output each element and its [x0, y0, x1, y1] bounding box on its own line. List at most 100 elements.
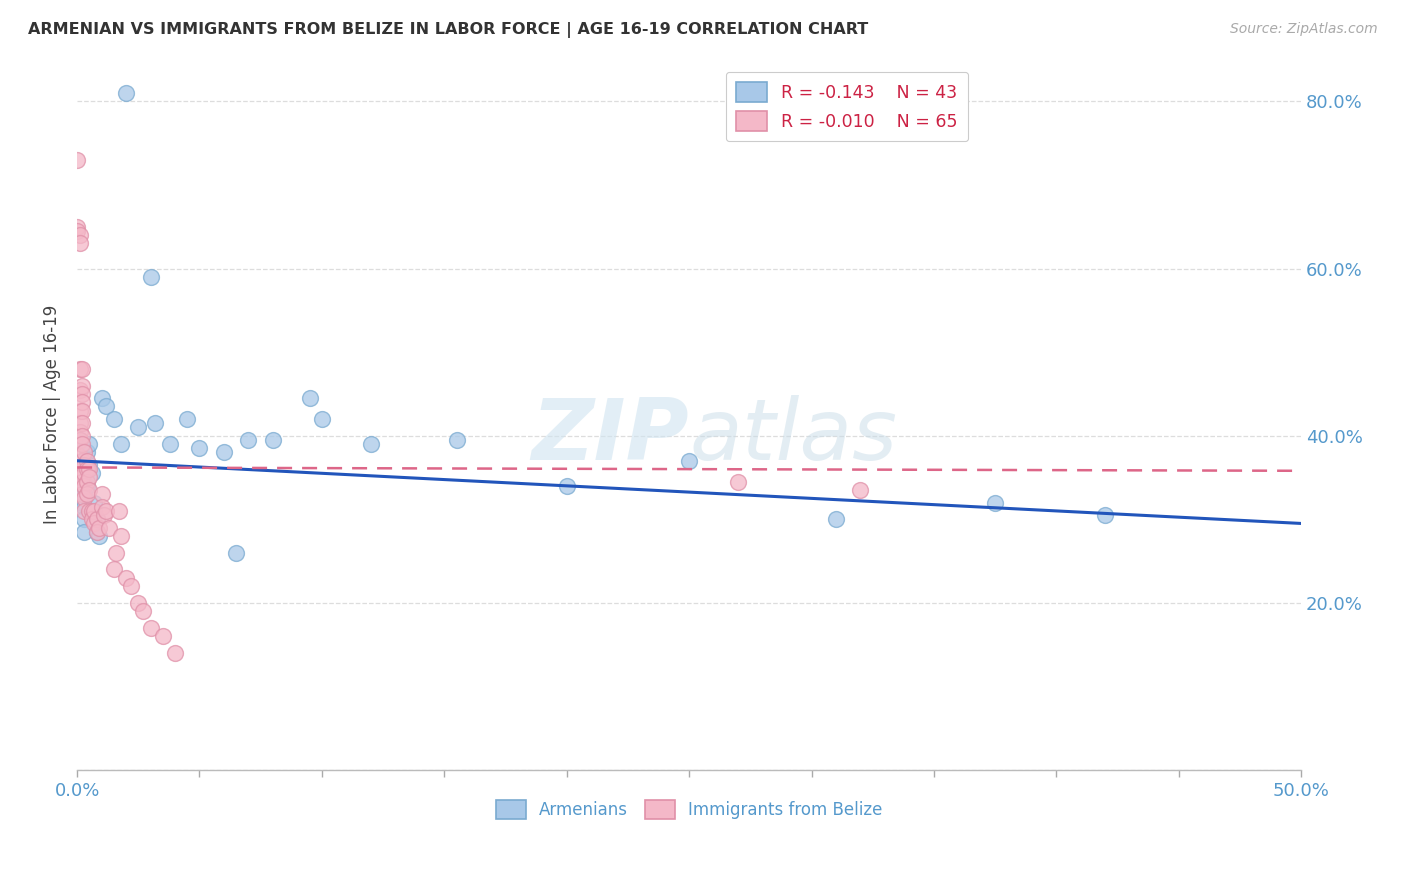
Point — [66, 470, 89, 484]
Point — [83, 495, 105, 509]
Point — [110, 437, 132, 451]
Point — [79, 483, 101, 497]
Point — [311, 412, 333, 426]
Point — [105, 546, 128, 560]
Point — [76, 445, 98, 459]
Point — [1094, 508, 1116, 522]
Point — [360, 437, 382, 451]
Point — [70, 416, 93, 430]
Point — [70, 437, 93, 451]
Point — [76, 487, 98, 501]
Point — [69, 361, 91, 376]
Point — [132, 604, 155, 618]
Point — [73, 512, 96, 526]
Point — [79, 437, 101, 451]
Point — [69, 383, 91, 397]
Point — [127, 420, 149, 434]
Point — [79, 462, 101, 476]
Point — [66, 219, 89, 234]
Point — [90, 500, 112, 514]
Point — [80, 504, 103, 518]
Point — [73, 479, 96, 493]
Point — [76, 462, 98, 476]
Point — [83, 504, 105, 518]
Point — [70, 428, 93, 442]
Point — [69, 433, 91, 447]
Point — [984, 495, 1007, 509]
Point — [70, 467, 93, 481]
Point — [69, 470, 91, 484]
Point — [139, 269, 162, 284]
Point — [70, 387, 93, 401]
Point — [145, 416, 167, 430]
Point — [727, 475, 749, 489]
Point — [89, 521, 111, 535]
Point — [69, 425, 91, 439]
Point — [70, 361, 93, 376]
Point — [76, 462, 98, 476]
Point — [73, 491, 96, 506]
Point — [86, 524, 108, 539]
Point — [76, 475, 98, 489]
Point — [86, 512, 108, 526]
Point — [678, 454, 700, 468]
Point — [66, 224, 89, 238]
Point — [73, 467, 96, 481]
Point — [69, 228, 91, 243]
Point — [96, 400, 118, 414]
Point — [70, 378, 93, 392]
Point — [176, 412, 198, 426]
Point — [103, 412, 125, 426]
Point — [73, 445, 96, 459]
Point — [79, 470, 101, 484]
Point — [225, 546, 247, 560]
Point — [115, 571, 138, 585]
Text: atlas: atlas — [689, 394, 897, 477]
Point — [188, 441, 211, 455]
Point — [93, 508, 115, 522]
Point — [86, 524, 108, 539]
Point — [69, 403, 91, 417]
Point — [70, 403, 93, 417]
Point — [127, 596, 149, 610]
Point — [89, 529, 111, 543]
Y-axis label: In Labor Force | Age 16-19: In Labor Force | Age 16-19 — [44, 305, 60, 524]
Point — [70, 487, 93, 501]
Point — [73, 504, 96, 518]
Point — [69, 462, 91, 476]
Point — [298, 391, 321, 405]
Point — [446, 433, 468, 447]
Text: ZIP: ZIP — [531, 394, 689, 477]
Point — [69, 433, 91, 447]
Legend: Armenians, Immigrants from Belize: Armenians, Immigrants from Belize — [489, 793, 889, 826]
Point — [66, 153, 89, 167]
Point — [212, 445, 235, 459]
Point — [849, 483, 872, 497]
Point — [70, 467, 93, 481]
Point — [80, 512, 103, 526]
Point — [110, 529, 132, 543]
Point — [139, 621, 162, 635]
Point — [80, 467, 103, 481]
Point — [107, 504, 129, 518]
Point — [73, 500, 96, 514]
Point — [163, 646, 186, 660]
Point — [97, 521, 120, 535]
Point — [70, 454, 93, 468]
Point — [83, 516, 105, 531]
Point — [70, 495, 93, 509]
Point — [115, 86, 138, 100]
Point — [70, 395, 93, 409]
Point — [152, 629, 174, 643]
Point — [79, 458, 101, 472]
Point — [69, 450, 91, 464]
Point — [159, 437, 181, 451]
Point — [120, 579, 142, 593]
Point — [79, 504, 101, 518]
Point — [90, 391, 112, 405]
Point — [825, 512, 848, 526]
Point — [262, 433, 284, 447]
Point — [70, 475, 93, 489]
Point — [73, 458, 96, 472]
Point — [555, 479, 578, 493]
